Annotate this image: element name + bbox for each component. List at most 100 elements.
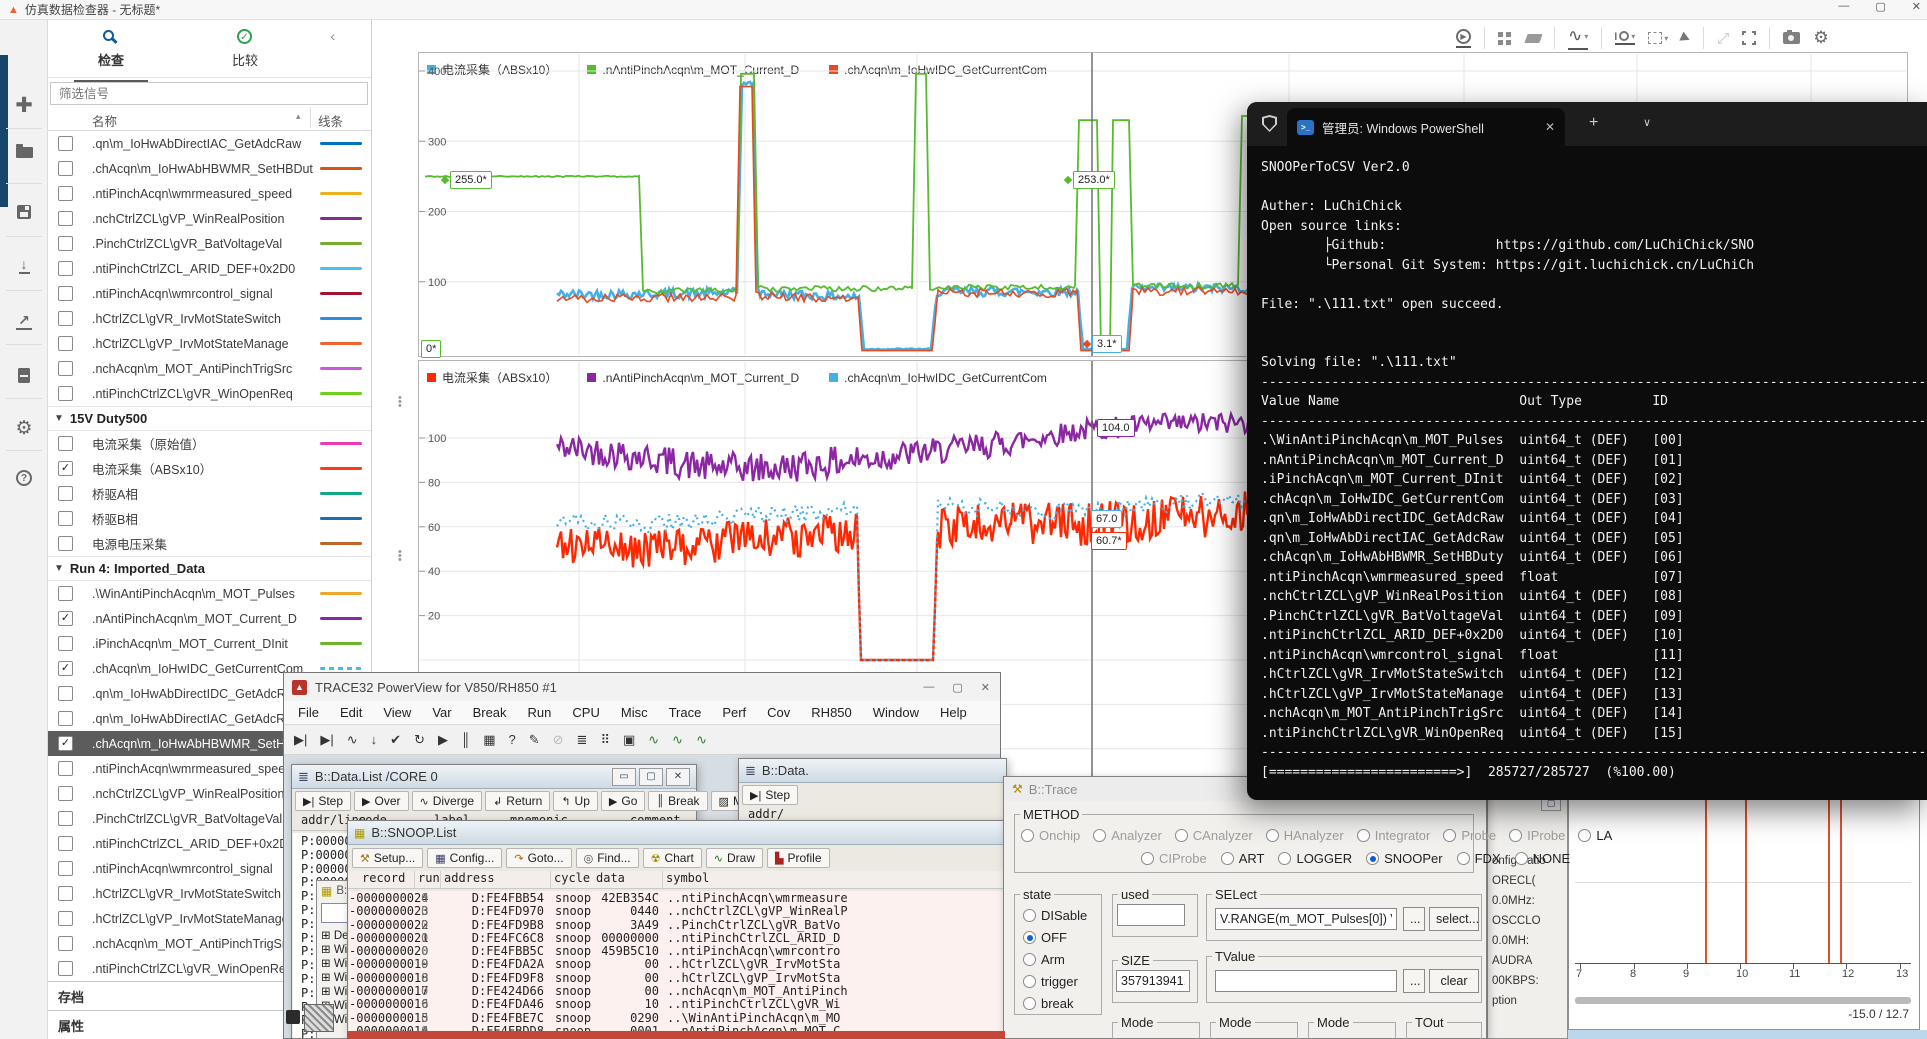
close-button[interactable]: ✕ xyxy=(1912,0,1921,13)
snoop-row[interactable]: -00000000160D:FE4FDA46snoop10..ntiPinchC… xyxy=(349,997,1003,1010)
terminal-tab[interactable]: >_ 管理员: Windows PowerShell ✕ xyxy=(1287,108,1565,146)
new-button[interactable]: ✚ xyxy=(0,88,48,122)
t32-toolbar-icon-0[interactable]: ▶| xyxy=(294,732,307,748)
new-tab-icon[interactable]: + xyxy=(1589,114,1598,132)
dl-go-button[interactable]: ▶Go xyxy=(601,791,645,811)
t32-toolbar-icon-12[interactable]: ≣ xyxy=(577,732,588,748)
signal-checkbox[interactable] xyxy=(58,761,73,776)
maximize-button[interactable]: ▢ xyxy=(1875,0,1885,13)
dl-over-button[interactable]: ▶Over xyxy=(354,791,408,811)
signal-row[interactable]: .hCtrlZCL\gVP_IrvMotStateManage xyxy=(48,331,371,356)
state-disable[interactable]: DISable xyxy=(1023,908,1087,923)
terminal-window[interactable]: >_ 管理员: Windows PowerShell ✕ + ∨ SNOOPer… xyxy=(1247,102,1927,800)
signal-row[interactable]: .nchAcqn\m_MOT_AntiPinchTrigSrc xyxy=(48,356,371,381)
signal-row[interactable]: .\WinAntiPinchAcqn\m_MOT_Pulses xyxy=(48,581,371,606)
report-button[interactable] xyxy=(0,358,48,392)
clear-plots-icon[interactable] xyxy=(1526,34,1541,43)
signal-row[interactable]: .PinchCtrlZCL\gVR_BatVoltageVal xyxy=(48,231,371,256)
trace32-titlebar[interactable]: ▲ TRACE32 PowerView for V850/RH850 #1 — … xyxy=(284,673,1000,701)
signal-checkbox[interactable] xyxy=(58,911,73,926)
t32-menu-perf[interactable]: Perf xyxy=(722,705,746,720)
t32-chart-scrollbar[interactable] xyxy=(1575,997,1911,1004)
signal-row[interactable]: .ntiPinchAcqn\wmrcontrol_signal xyxy=(48,281,371,306)
t32-toolbar-icon-9[interactable]: ? xyxy=(508,732,515,747)
signal-checkbox[interactable] xyxy=(58,861,73,876)
terminal-output[interactable]: SNOOPerToCSV Ver2.0 Auther: LuChiChick O… xyxy=(1261,158,1927,800)
dl-break-button[interactable]: ║Break xyxy=(648,791,707,811)
signal-row[interactable]: 桥驱B相 xyxy=(48,506,371,531)
signal-trace-icon[interactable]: ∿▾ xyxy=(1568,26,1588,50)
select-input[interactable] xyxy=(1215,908,1397,930)
signal-checkbox[interactable] xyxy=(58,511,73,526)
cursor-value-annotation[interactable]: 253.0* xyxy=(1073,171,1115,189)
tab-inspect[interactable]: 检查 xyxy=(66,28,156,69)
t32-menu-view[interactable]: View xyxy=(383,705,411,720)
t32-menu-misc[interactable]: Misc xyxy=(621,705,648,720)
signal-checkbox[interactable] xyxy=(58,161,73,176)
signal-group-row[interactable]: ▼Run 4: Imported_Data xyxy=(48,556,371,581)
t32-minimize-button[interactable]: — xyxy=(923,681,934,694)
snoop-row[interactable]: -00000000220D:FE4FD9B8snoop3A49..PinchCt… xyxy=(349,918,1003,931)
snoop-row[interactable]: -00000000230D:FE4FD970snoop0440..nchCtrl… xyxy=(349,904,1003,917)
t32-toolbar-icon-4[interactable]: ✔ xyxy=(390,732,401,748)
tvalue-more-button[interactable]: ... xyxy=(1403,969,1425,993)
signal-checkbox[interactable] xyxy=(58,136,73,151)
signal-row[interactable]: 桥驱A相 xyxy=(48,481,371,506)
method-logger[interactable]: LOGGER xyxy=(1278,851,1352,866)
signal-row[interactable]: .iPinchAcqn\m_MOT_Current_DInit xyxy=(48,631,371,656)
t32-menu-cpu[interactable]: CPU xyxy=(572,705,599,720)
cursor-value-annotation[interactable]: 0* xyxy=(421,340,441,358)
t32-toolbar-icon-16[interactable]: ∿ xyxy=(672,732,683,748)
snoop-profile-button[interactable]: ▙Profile xyxy=(767,848,829,868)
tab-close-icon[interactable]: ✕ xyxy=(1545,120,1555,134)
dl-up-button[interactable]: ↰Up xyxy=(553,791,598,811)
t32-menu-edit[interactable]: Edit xyxy=(340,705,362,720)
t32-toolbar-icon-1[interactable]: ▶| xyxy=(320,732,333,748)
snoop-find-button[interactable]: ◎Find... xyxy=(576,848,639,868)
signal-row[interactable]: 电流采集（原始值） xyxy=(48,431,371,456)
tab-compare[interactable]: ✓ 比较 xyxy=(200,28,290,69)
snoop-row[interactable]: -00000000240D:FE4FBB54snoop42EB354C..nti… xyxy=(349,891,1003,904)
method-onchip[interactable]: Onchip xyxy=(1021,828,1080,843)
caret-down-icon[interactable]: ▼ xyxy=(54,413,64,424)
dl-return-button[interactable]: ↲Return xyxy=(485,791,550,811)
tab-dropdown-icon[interactable]: ∨ xyxy=(1643,116,1651,129)
signal-row[interactable]: .hCtrlZCL\gVR_IrvMotStateSwitch xyxy=(48,306,371,331)
replay-icon[interactable]: ▶ xyxy=(1456,29,1471,48)
snoop-titlebar[interactable]: ▦ B::SNOOP.List xyxy=(348,821,1004,845)
method-iprobe[interactable]: IProbe xyxy=(1509,828,1565,843)
t32-menu-window[interactable]: Window xyxy=(873,705,919,720)
signal-row[interactable]: .nAntiPinchAcqn\m_MOT_Current_D xyxy=(48,606,371,631)
t32-toolbar-icon-15[interactable]: ∿ xyxy=(648,732,659,748)
method-analyzer[interactable]: Analyzer xyxy=(1093,828,1162,843)
t32-toolbar-icon-11[interactable]: ⊘ xyxy=(553,732,564,748)
signal-checkbox[interactable] xyxy=(58,211,73,226)
select-more-button[interactable]: ... xyxy=(1403,907,1425,931)
t32-maximize-button[interactable]: ▢ xyxy=(952,681,962,694)
subplot-grid-icon[interactable] xyxy=(1498,32,1513,45)
signal-checkbox[interactable] xyxy=(58,636,73,651)
t32-menu-cov[interactable]: Cov xyxy=(767,705,790,720)
signal-checkbox[interactable] xyxy=(58,586,73,601)
t32-toolbar-icon-5[interactable]: ↻ xyxy=(414,732,425,748)
chart-settings-icon[interactable]: ⚙ xyxy=(1813,28,1828,48)
snoop-chart-button[interactable]: ☢Chart xyxy=(643,848,702,868)
signal-row[interactable]: 电源电压采集 xyxy=(48,531,371,556)
signal-checkbox[interactable] xyxy=(58,536,73,551)
clear-button[interactable]: clear xyxy=(1429,969,1479,993)
snoop-row[interactable]: -00000000170D:FE424D66snoop00..nchAcqn\m… xyxy=(349,984,1003,997)
signal-row[interactable]: .qn\m_IoHwAbDirectIAC_GetAdcRaw xyxy=(48,131,371,156)
t32-toolbar-icon-7[interactable]: ║ xyxy=(461,732,470,747)
method-snooper[interactable]: SNOOPer xyxy=(1366,851,1443,866)
snoop-goto-button[interactable]: ↷Goto... xyxy=(506,848,571,868)
column-name[interactable]: 名称 xyxy=(92,111,117,130)
signal-row[interactable]: 电流采集（ABSx10） xyxy=(48,456,371,481)
snoop-list-window[interactable]: ▦ B::SNOOP.List ⚒Setup...▦Config...↷Goto… xyxy=(347,820,1005,1039)
method-la[interactable]: LA xyxy=(1578,828,1612,843)
t32-menu-trace[interactable]: Trace xyxy=(669,705,702,720)
signal-row[interactable]: .nchCtrlZCL\gVP_WinRealPosition xyxy=(48,206,371,231)
t32-chart-window[interactable]: 78910111213 -15.0 / 12.7 xyxy=(1568,790,1920,1030)
step-button[interactable]: ▶|Step xyxy=(742,785,798,805)
caret-down-icon[interactable]: ▼ xyxy=(54,563,64,574)
signal-checkbox[interactable] xyxy=(58,611,73,626)
